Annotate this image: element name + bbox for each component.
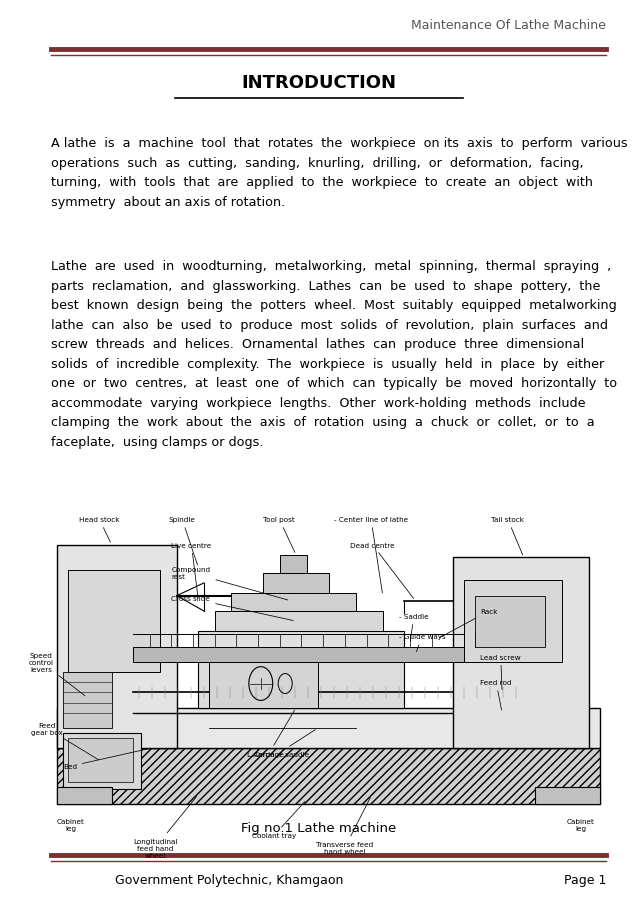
Text: Speed
control
levers: Speed control levers (29, 652, 85, 696)
Bar (263, 573, 329, 594)
Text: - Center line of lathe: - Center line of lathe (334, 517, 408, 594)
Bar (198, 631, 404, 659)
Text: Tail stock: Tail stock (491, 517, 524, 556)
Text: Head stock: Head stock (79, 517, 119, 543)
Text: Fig no.1 Lathe machine: Fig no.1 Lathe machine (241, 821, 397, 833)
Text: Feed
gear box: Feed gear box (31, 722, 98, 759)
Text: Bed: Bed (63, 750, 147, 769)
Text: Maintenance Of Lathe Machine: Maintenance Of Lathe Machine (412, 19, 606, 32)
Text: Cross slide: Cross slide (171, 595, 293, 621)
Text: - Guide ways: - Guide ways (399, 634, 446, 652)
Text: Compound
rest: Compound rest (171, 566, 288, 601)
Text: Longitudinal
feed hand
wheel: Longitudinal feed hand wheel (133, 796, 197, 858)
Bar (57, 787, 112, 805)
Text: Transverse feed
hand wheel: Transverse feed hand wheel (316, 796, 373, 854)
Bar (68, 739, 133, 782)
Bar (63, 672, 112, 728)
Text: Feed rod: Feed rod (480, 679, 512, 710)
Bar (63, 733, 142, 789)
Text: Tool post: Tool post (263, 517, 295, 553)
Bar (198, 659, 404, 708)
Text: Rack: Rack (440, 608, 498, 638)
Bar (133, 647, 524, 662)
Text: Lathe  are  used  in  woodturning,  metalworking,  metal  spinning,  thermal  sp: Lathe are used in woodturning, metalwork… (51, 260, 617, 448)
Bar (214, 612, 383, 631)
Text: A lathe  is  a  machine  tool  that  rotates  the  workpiece  on its  axis  to  : A lathe is a machine tool that rotates t… (51, 137, 628, 208)
Text: Carriage: Carriage (253, 710, 295, 757)
Text: Government Polytechnic, Khamgaon: Government Polytechnic, Khamgaon (115, 873, 344, 886)
Text: L Apron + saddle: L Apron + saddle (247, 730, 315, 757)
Text: Cabinet
leg: Cabinet leg (57, 818, 85, 831)
Text: Lead screw: Lead screw (480, 654, 521, 690)
Bar (453, 557, 589, 749)
Text: Coolant tray: Coolant tray (252, 802, 305, 838)
Text: - Saddle: - Saddle (399, 613, 429, 641)
Text: Live centre: Live centre (171, 542, 212, 598)
Text: Dead centre: Dead centre (350, 542, 413, 599)
Text: Spindle: Spindle (168, 517, 198, 566)
Bar (68, 571, 161, 672)
Bar (209, 662, 318, 708)
Text: Cabinet
leg: Cabinet leg (567, 818, 595, 831)
Bar (279, 556, 307, 573)
Bar (57, 708, 600, 749)
Text: Page 1: Page 1 (564, 873, 606, 886)
Text: INTRODUCTION: INTRODUCTION (242, 74, 396, 92)
Bar (535, 787, 600, 805)
Bar (464, 581, 561, 662)
Bar (133, 647, 524, 662)
Bar (57, 749, 600, 805)
Bar (475, 596, 545, 647)
Bar (231, 594, 356, 612)
Bar (57, 545, 177, 749)
